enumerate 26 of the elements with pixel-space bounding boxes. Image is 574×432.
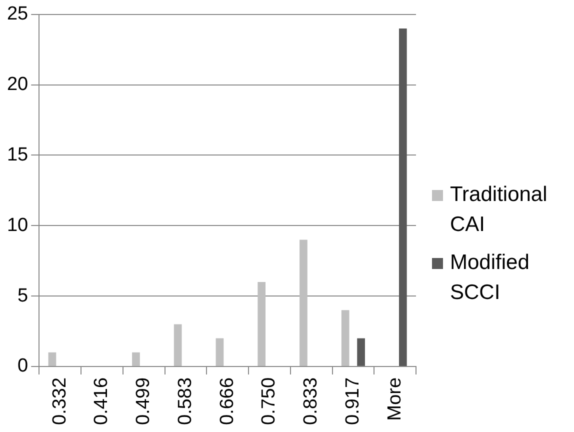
x-tick-label: 0.666 xyxy=(216,377,238,425)
y-tick-label: 5 xyxy=(18,285,28,306)
bar xyxy=(216,338,224,366)
bar xyxy=(300,240,308,366)
bar xyxy=(341,310,350,366)
x-tick-label: 0.917 xyxy=(342,377,364,425)
x-tick-label: 0.416 xyxy=(91,377,112,425)
bar xyxy=(398,28,407,366)
bar xyxy=(258,282,266,366)
x-tick-label: More xyxy=(384,377,406,421)
bar xyxy=(48,352,56,366)
y-tick-label: 0 xyxy=(18,356,28,377)
bar xyxy=(132,352,140,366)
x-tick-label: 0.332 xyxy=(49,377,70,425)
x-tick-label: 0.499 xyxy=(133,377,154,425)
x-tick-label: 0.583 xyxy=(174,377,196,425)
y-tick-label: 25 xyxy=(6,4,28,25)
legend-label: Traditional CAI xyxy=(450,182,548,238)
bar xyxy=(174,324,182,366)
y-tick-label: 20 xyxy=(6,74,28,96)
legend-label: Modified SCCI xyxy=(450,250,530,306)
x-tick-label: 0.750 xyxy=(258,377,280,425)
x-tick-label: 0.833 xyxy=(300,377,322,425)
y-tick-label: 10 xyxy=(6,214,28,236)
y-tick-label: 15 xyxy=(6,144,28,166)
bar xyxy=(357,338,365,366)
